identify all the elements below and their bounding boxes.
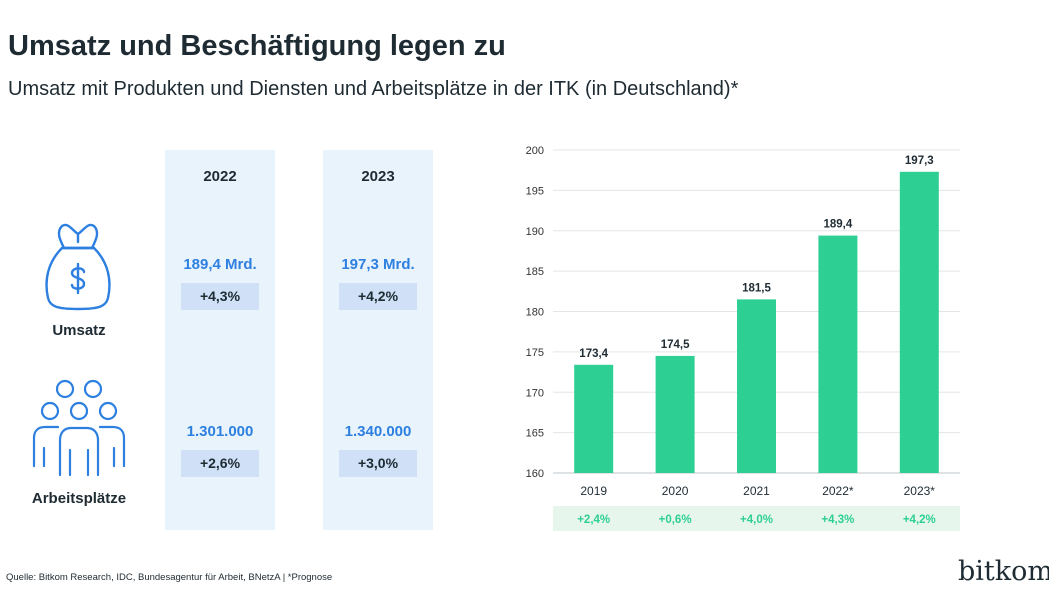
jobs-change-badge: +2,6% xyxy=(181,450,259,477)
growth-label: +2,4% xyxy=(577,514,610,526)
jobs-value: 1.301.000 xyxy=(186,423,254,440)
page-title: Umsatz und Beschäftigung legen zu xyxy=(8,30,506,62)
bar xyxy=(655,355,695,473)
bar xyxy=(737,299,776,473)
y-tick-label: 195 xyxy=(526,185,544,197)
y-tick-label: 165 xyxy=(526,428,544,440)
page-subtitle: Umsatz mit Produkten und Diensten und Ar… xyxy=(8,78,739,100)
y-tick-label: 180 xyxy=(526,307,544,319)
umsatz-change-badge: +4,3% xyxy=(181,283,259,310)
bar-value-label: 181,5 xyxy=(742,282,771,294)
y-tick-label: 160 xyxy=(526,468,544,480)
bar-value-label: 197,3 xyxy=(905,155,934,167)
jobs-change-badge: +3,0% xyxy=(339,450,417,477)
column-year: 2022 xyxy=(203,168,237,185)
umsatz-change-badge: +4,2% xyxy=(339,283,417,310)
bar xyxy=(899,171,939,474)
umsatz-value: 197,3 Mrd. xyxy=(341,256,415,273)
y-tick-label: 170 xyxy=(526,387,544,399)
y-tick-label: 190 xyxy=(526,226,544,238)
bar-value-label: 174,5 xyxy=(661,339,690,351)
growth-label: +4,0% xyxy=(740,514,773,526)
source-note: Quelle: Bitkom Research, IDC, Bundesagen… xyxy=(6,572,333,583)
row-label-arbeitsplaetze: Arbeitsplätze xyxy=(31,490,127,507)
x-tick-label: 2020 xyxy=(662,484,689,498)
bar xyxy=(818,235,858,473)
growth-label: +4,2% xyxy=(903,514,936,526)
x-tick-label: 2022* xyxy=(822,484,854,498)
growth-label: +4,3% xyxy=(821,514,854,526)
table-column-2023: 2023 197,3 Mrd. +4,2% 1.340.000 +3,0% xyxy=(323,150,433,530)
jobs-value: 1.340.000 xyxy=(344,423,412,440)
growth-label: +0,6% xyxy=(659,514,692,526)
y-tick-label: 175 xyxy=(526,347,544,359)
bitkom-logo: bitkom xyxy=(958,556,1049,587)
bar xyxy=(574,364,614,473)
revenue-bar-chart: 160 165 170 175 180 185 190 195 200 173,4 2019 +2,4… xyxy=(526,145,960,531)
growth-strip xyxy=(553,506,960,531)
row-label-umsatz: Umsatz xyxy=(52,322,106,339)
table-column-2022: 2022 189,4 Mrd. +4,3% 1.301.000 +2,6% xyxy=(165,150,275,530)
x-tick-label: 2019 xyxy=(580,484,607,498)
money-bag-icon xyxy=(45,223,111,311)
bar-value-label: 189,4 xyxy=(824,219,853,231)
x-tick-label: 2021 xyxy=(743,484,770,498)
y-tick-label: 200 xyxy=(526,145,544,157)
bar-value-label: 173,4 xyxy=(579,348,608,360)
umsatz-value: 189,4 Mrd. xyxy=(183,256,257,273)
y-tick-label: 185 xyxy=(526,266,544,278)
column-year: 2023 xyxy=(361,168,395,185)
x-tick-label: 2023* xyxy=(904,484,936,498)
people-group-icon xyxy=(32,379,126,477)
